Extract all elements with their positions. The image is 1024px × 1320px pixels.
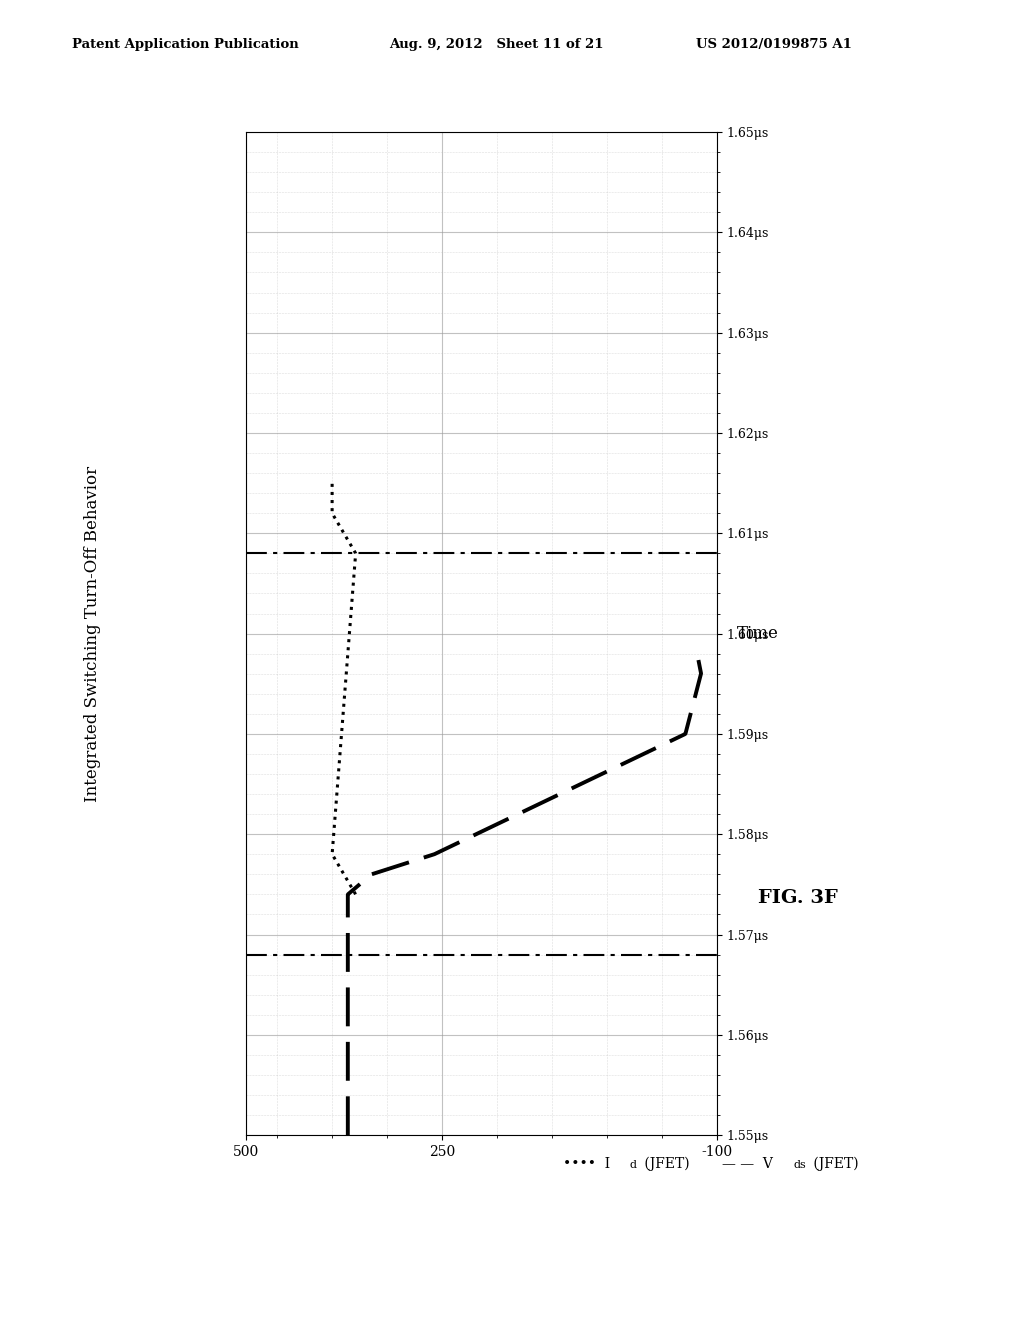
Text: Patent Application Publication: Patent Application Publication xyxy=(72,37,298,50)
Text: Aug. 9, 2012   Sheet 11 of 21: Aug. 9, 2012 Sheet 11 of 21 xyxy=(389,37,603,50)
Text: FIG. 3F: FIG. 3F xyxy=(758,888,838,907)
Text: Integrated Switching Turn-Off Behavior: Integrated Switching Turn-Off Behavior xyxy=(84,466,100,801)
Text: d: d xyxy=(630,1160,637,1171)
Text: US 2012/0199875 A1: US 2012/0199875 A1 xyxy=(696,37,852,50)
Text: — —  V: — — V xyxy=(722,1158,773,1171)
Text: (JFET): (JFET) xyxy=(640,1156,689,1171)
Text: ds: ds xyxy=(794,1160,806,1171)
Text: ••••  I: •••• I xyxy=(563,1158,610,1171)
Text: (JFET): (JFET) xyxy=(809,1156,858,1171)
Text: Time: Time xyxy=(737,626,779,642)
